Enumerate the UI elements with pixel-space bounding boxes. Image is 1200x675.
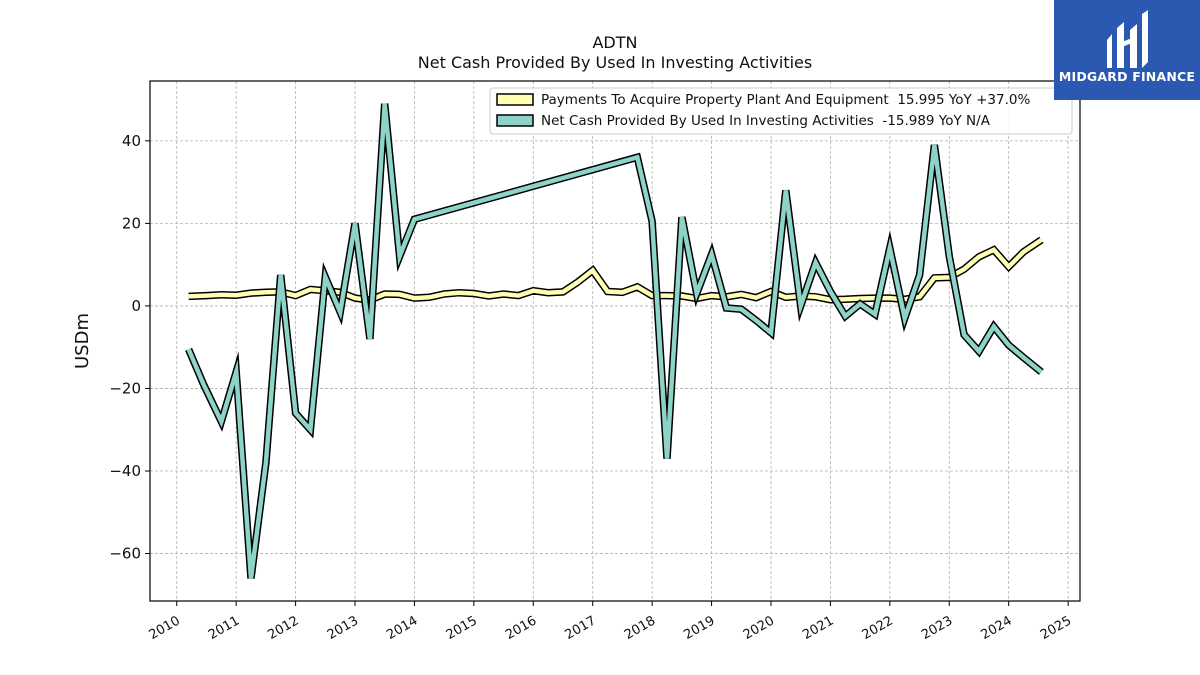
midgard-finance-logo: MIDGARD FINANCE bbox=[1054, 0, 1200, 100]
y-tick-label: −20 bbox=[109, 379, 141, 397]
chart-subtitle: Net Cash Provided By Used In Investing A… bbox=[418, 53, 812, 72]
chart-title: ADTN bbox=[592, 33, 637, 52]
series-lines bbox=[185, 103, 1044, 579]
y-axis-label: USDm bbox=[72, 313, 93, 369]
y-tick-label: −60 bbox=[109, 545, 141, 563]
legend-label-investing: Net Cash Provided By Used In Investing A… bbox=[541, 113, 991, 129]
x-tick-label: 2014 bbox=[384, 613, 420, 643]
x-tick-label: 2013 bbox=[325, 613, 361, 643]
logo-background bbox=[1054, 0, 1200, 100]
y-tick-label: 0 bbox=[131, 297, 141, 315]
series-outline-1 bbox=[185, 103, 1044, 579]
x-tick-label: 2020 bbox=[741, 613, 777, 643]
legend-box bbox=[489, 87, 1073, 135]
x-tick-label: 2023 bbox=[919, 613, 955, 643]
y-tick-label: 40 bbox=[122, 132, 141, 150]
x-tick-label: 2012 bbox=[265, 613, 301, 643]
x-tick-label: 2017 bbox=[563, 613, 599, 643]
x-tick-label: 2025 bbox=[1038, 613, 1074, 643]
x-tick-label: 2022 bbox=[860, 613, 896, 643]
legend-swatch-ppe bbox=[496, 93, 534, 106]
logo-text: MIDGARD FINANCE bbox=[1059, 69, 1195, 84]
x-tick-label: 2015 bbox=[444, 613, 480, 643]
y-tick-label: −40 bbox=[109, 462, 141, 480]
legend-label-ppe: Payments To Acquire Property Plant And E… bbox=[541, 92, 1030, 108]
x-tick-label: 2011 bbox=[206, 613, 242, 643]
x-tick-label: 2016 bbox=[503, 613, 539, 643]
y-tick-label: 20 bbox=[122, 214, 141, 232]
legend-swatch-investing bbox=[496, 114, 534, 127]
plot-frame bbox=[149, 80, 1081, 602]
x-tick-label: 2021 bbox=[800, 613, 836, 643]
x-tick-label: 2010 bbox=[147, 613, 183, 643]
x-tick-label: 2018 bbox=[622, 613, 658, 643]
series-line-1 bbox=[186, 103, 1043, 579]
x-tick-label: 2019 bbox=[681, 613, 717, 643]
logo-mark-icon bbox=[1107, 10, 1148, 68]
grid bbox=[150, 81, 1080, 601]
x-tick-label: 2024 bbox=[979, 613, 1015, 643]
legend: Payments To Acquire Property Plant And E… bbox=[489, 87, 1073, 135]
